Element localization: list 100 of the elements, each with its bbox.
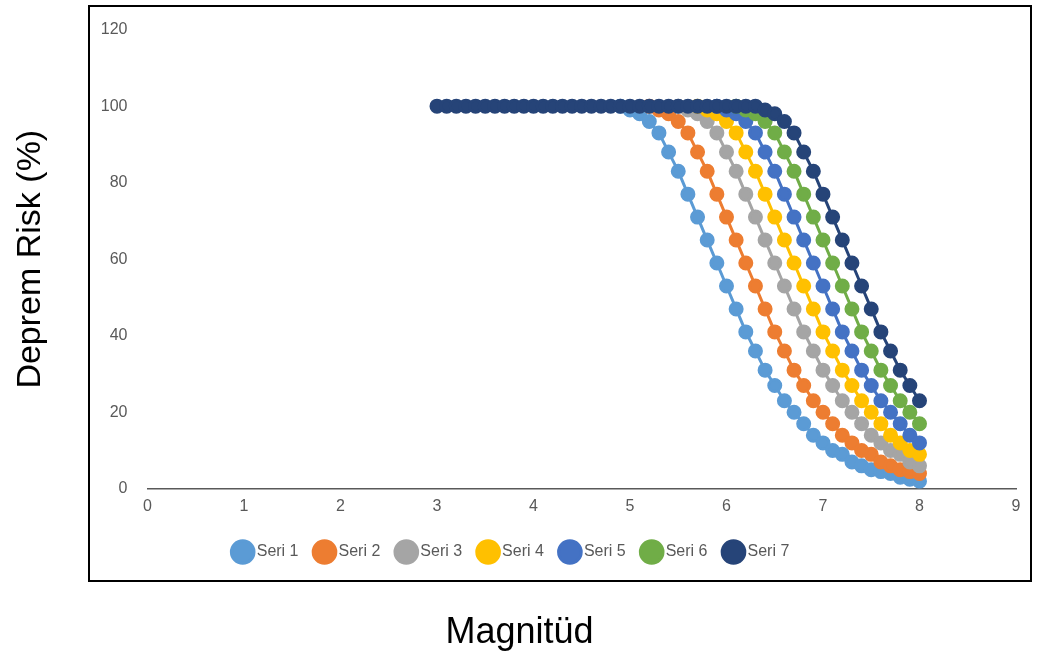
- point: [834, 232, 850, 248]
- point: [863, 343, 879, 359]
- point: [641, 113, 657, 129]
- point: [786, 404, 802, 420]
- legend-label: Seri 3: [420, 542, 463, 560]
- point: [863, 446, 879, 462]
- point: [902, 404, 918, 420]
- point: [815, 324, 831, 340]
- point: [834, 324, 850, 340]
- legend-label: Seri 1: [256, 542, 299, 560]
- point: [776, 113, 792, 129]
- y-tick-label: 20: [109, 402, 128, 420]
- point: [719, 209, 734, 225]
- point: [719, 144, 734, 160]
- point: [709, 125, 725, 141]
- point: [815, 435, 831, 451]
- x-tick-label: 2: [336, 496, 346, 514]
- point: [912, 416, 927, 432]
- point: [728, 125, 744, 141]
- point: [670, 163, 686, 179]
- y-tick-label: 0: [118, 479, 128, 497]
- point: [796, 324, 812, 340]
- point: [805, 427, 821, 443]
- point: [709, 255, 725, 271]
- legend-label: Seri 7: [747, 542, 790, 560]
- point: [776, 278, 792, 294]
- x-tick-label: 8: [915, 496, 925, 514]
- legend-label: Seri 6: [665, 542, 708, 560]
- point: [854, 278, 870, 294]
- y-tick-label: 100: [100, 96, 128, 114]
- point: [728, 232, 744, 248]
- point: [805, 163, 821, 179]
- point: [699, 232, 715, 248]
- point: [863, 427, 879, 443]
- point: [883, 377, 899, 393]
- point: [747, 163, 763, 179]
- point: [728, 301, 744, 317]
- point: [767, 106, 783, 122]
- point: [690, 209, 706, 225]
- point: [805, 343, 821, 359]
- x-tick-label: 0: [143, 496, 153, 514]
- y-tick-label: 120: [100, 20, 128, 38]
- point: [680, 186, 696, 202]
- point: [786, 209, 802, 225]
- point: [844, 343, 860, 359]
- x-axis-title: Magnitüd: [444, 610, 595, 652]
- point: [873, 362, 889, 378]
- point: [796, 232, 812, 248]
- x-tick-label: 1: [239, 496, 249, 514]
- point: [825, 343, 841, 359]
- point: [670, 113, 686, 129]
- point: [690, 144, 706, 160]
- x-tick-label: 9: [1011, 496, 1021, 514]
- point: [873, 324, 889, 340]
- point: [834, 393, 850, 409]
- point: [805, 301, 821, 317]
- point: [912, 446, 927, 462]
- point: [776, 232, 792, 248]
- point: [902, 427, 918, 443]
- point: [738, 255, 754, 271]
- point: [776, 393, 792, 409]
- point: [834, 362, 850, 378]
- point: [844, 377, 860, 393]
- point: [825, 416, 841, 432]
- point: [747, 278, 763, 294]
- point: [747, 125, 763, 141]
- point: [912, 393, 927, 409]
- point: [728, 163, 744, 179]
- point: [738, 324, 754, 340]
- point: [757, 301, 773, 317]
- point: [873, 393, 889, 409]
- point: [796, 186, 812, 202]
- point: [767, 324, 783, 340]
- point: [834, 427, 850, 443]
- point: [834, 278, 850, 294]
- point: [854, 416, 870, 432]
- point: [786, 125, 802, 141]
- point: [786, 255, 802, 271]
- x-tick-label: 4: [529, 496, 539, 514]
- point: [651, 125, 667, 141]
- point: [854, 393, 870, 409]
- x-tick-label: 7: [818, 496, 828, 514]
- point: [825, 209, 841, 225]
- point: [825, 377, 841, 393]
- point: [776, 144, 792, 160]
- point: [854, 362, 870, 378]
- point: [757, 232, 773, 248]
- legend-label: Seri 5: [583, 542, 626, 560]
- point: [912, 458, 927, 474]
- point: [805, 393, 821, 409]
- point: [757, 186, 773, 202]
- point: [883, 427, 899, 443]
- point: [699, 163, 715, 179]
- point: [757, 362, 773, 378]
- point: [815, 186, 831, 202]
- point: [776, 343, 792, 359]
- point: [844, 255, 860, 271]
- point: [902, 377, 918, 393]
- y-axis-title: Deprem Risk (%): [8, 129, 47, 389]
- y-tick-label: 40: [109, 326, 128, 344]
